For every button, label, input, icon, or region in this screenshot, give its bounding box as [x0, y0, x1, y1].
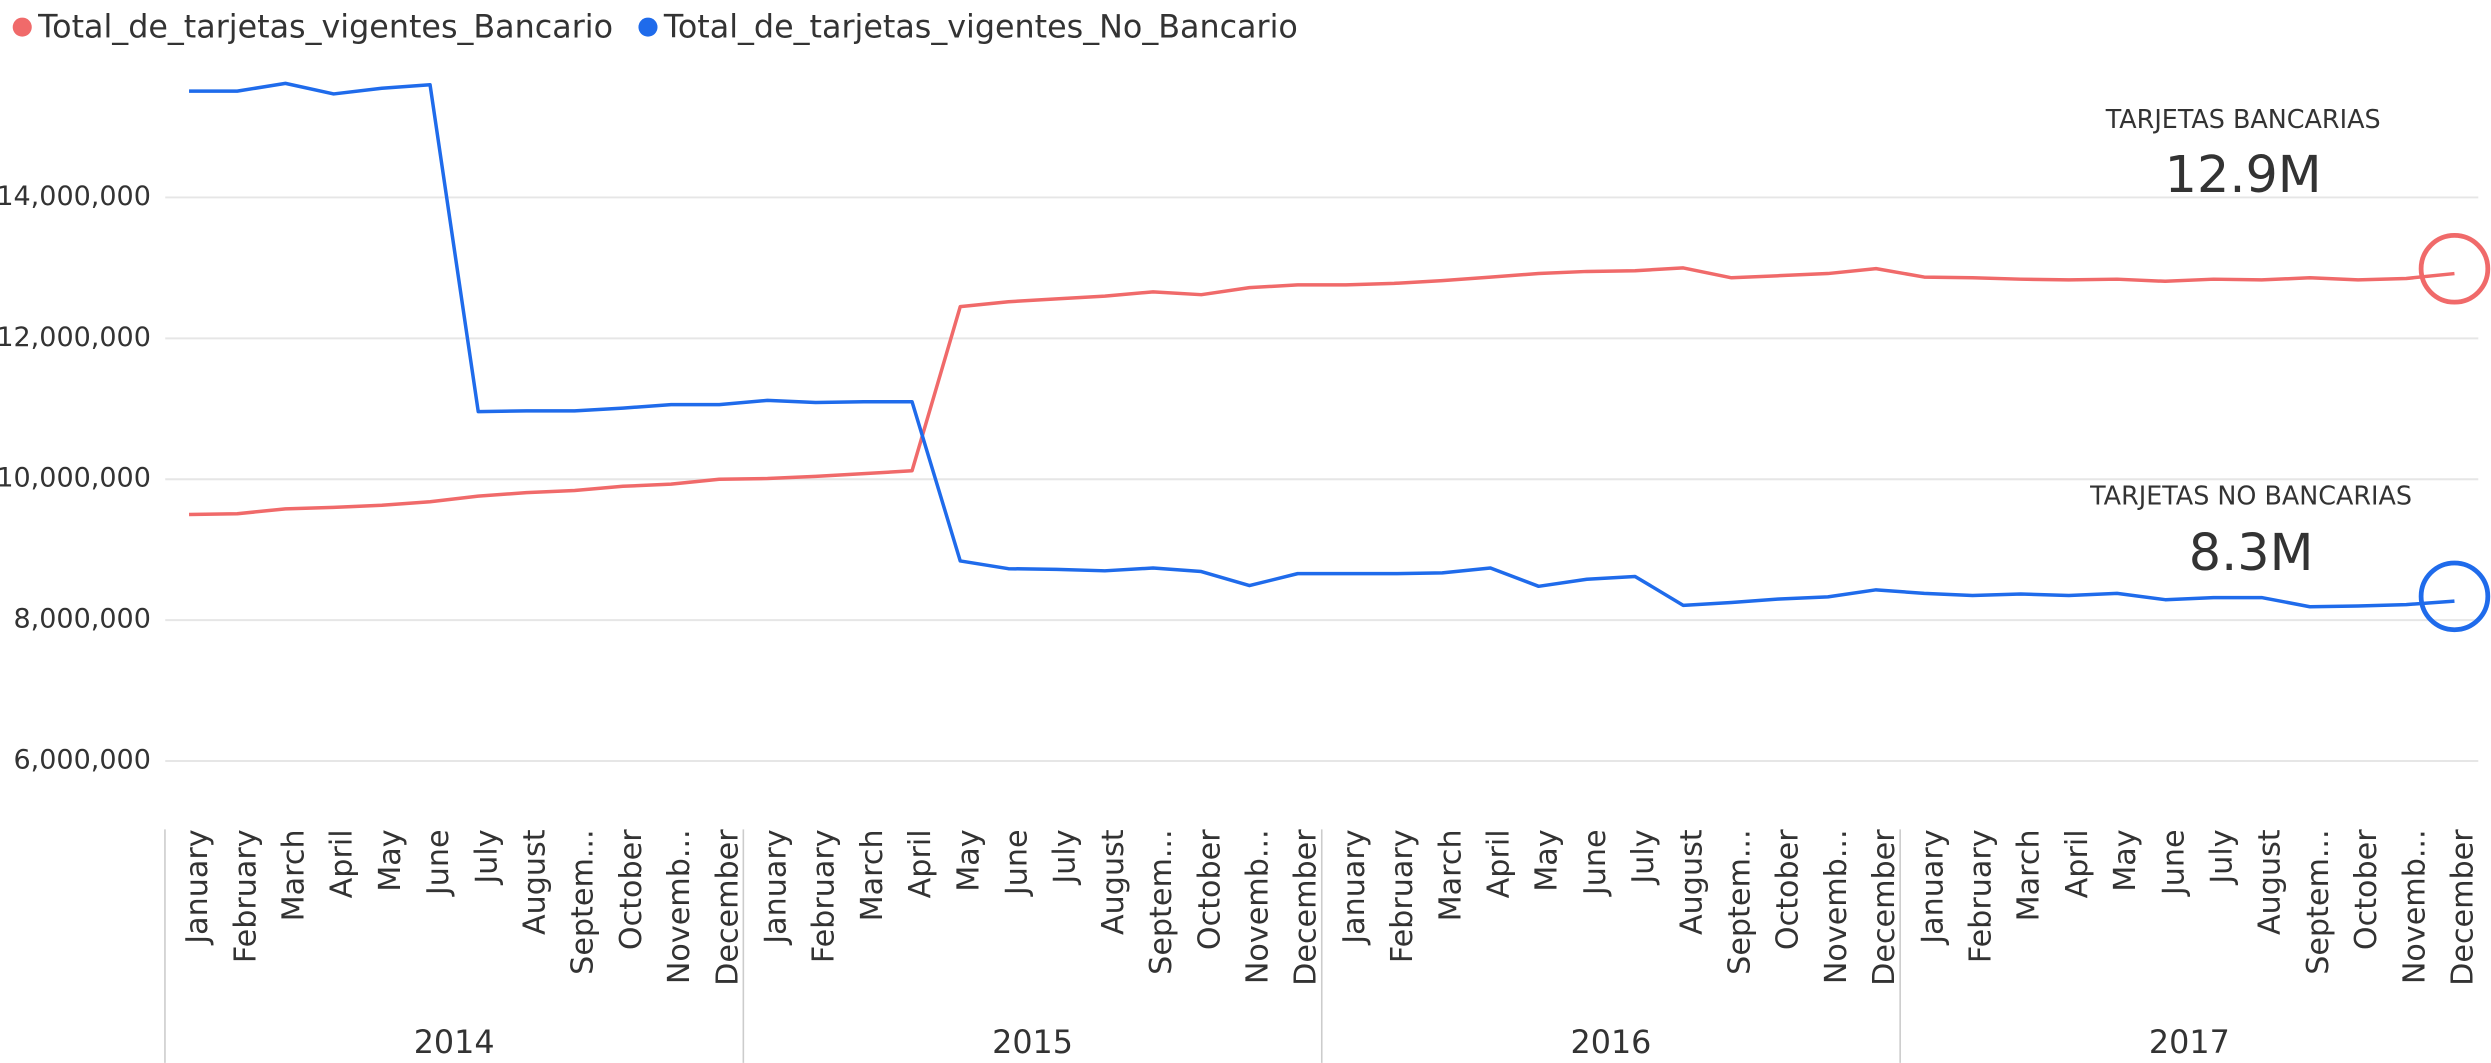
x-tick-label: August [1674, 829, 1709, 935]
x-tick-label: October [1192, 829, 1227, 950]
x-tick-label: January [180, 829, 215, 945]
x-tick-label: December [710, 829, 745, 986]
x-tick-label: March [2012, 829, 2047, 921]
x-tick-label: June [2156, 829, 2191, 897]
x-tick-label: January [1337, 829, 1372, 945]
x-tick-label: July [469, 829, 504, 885]
x-tick-label: Novemb... [1819, 829, 1854, 984]
x-tick-label: February [1385, 829, 1420, 963]
x-tick-label: April [903, 829, 938, 898]
x-tick-label: August [2253, 829, 2288, 935]
legend-label: Total_de_tarjetas_vigentes_No_Bancario [663, 10, 1298, 46]
annotation-label: TARJETAS NO BANCARIAS [2089, 480, 2412, 510]
x-tick-label: Septem... [566, 829, 601, 974]
x-tick-label: August [517, 829, 552, 935]
x-tick-label: May [1530, 829, 1565, 891]
x-tick-label: Septem... [1722, 829, 1757, 974]
year-label: 2016 [1571, 1025, 1652, 1061]
y-tick-label: 10,000,000 [0, 463, 151, 494]
y-tick-label: 14,000,000 [0, 181, 151, 212]
x-tick-label: Novemb... [2397, 829, 2432, 984]
x-tick-label: June [1578, 829, 1613, 897]
annotation-value: 8.3M [2189, 523, 2314, 582]
x-tick-label: February [228, 829, 263, 963]
x-tick-label: January [1915, 829, 1950, 945]
y-tick-label: 12,000,000 [0, 322, 151, 353]
x-tick-label: April [325, 829, 360, 898]
plot: 6,000,000 8,000,000 10,000,000 12,000,000 14… [0, 10, 2491, 1063]
x-tick-label: May [951, 829, 986, 891]
x-tick-label: Novemb... [662, 829, 697, 984]
end-highlight [2418, 560, 2491, 633]
annotation-label: TARJETAS BANCARIAS [2105, 104, 2381, 134]
x-tick-label: March [855, 829, 890, 921]
x-tick-label: March [276, 829, 311, 921]
x-tick-label: May [373, 829, 408, 891]
x-tick-label: June [999, 829, 1034, 897]
x-tick-label: January [758, 829, 793, 945]
x-tick-label: July [1626, 829, 1661, 885]
x-tick-label: April [1481, 829, 1516, 898]
x-tick-label: October [614, 829, 649, 950]
x-tick-label: Septem... [2301, 829, 2336, 974]
x-tick-label: October [2349, 829, 2384, 950]
y-tick-label: 6,000,000 [13, 744, 150, 775]
x-tick-label: February [807, 829, 842, 963]
end-highlight [2418, 233, 2491, 305]
x-tick-label: Novemb... [1240, 829, 1275, 984]
legend-marker [638, 17, 658, 37]
y-tick-label: 8,000,000 [13, 604, 150, 635]
x-tick-label: May [2108, 829, 2143, 891]
legend-label: Total_de_tarjetas_vigentes_Bancario [37, 10, 613, 46]
x-tick-label: December [2445, 829, 2480, 986]
year-label: 2014 [414, 1025, 495, 1061]
series-line [189, 81, 2455, 609]
x-tick-label: March [1433, 829, 1468, 921]
x-tick-label: August [1096, 829, 1131, 935]
series-line [189, 266, 2455, 517]
year-label: 2015 [992, 1025, 1073, 1061]
year-label: 2017 [2149, 1025, 2230, 1061]
x-tick-label: April [2060, 829, 2095, 898]
x-tick-label: July [2204, 829, 2239, 885]
annotation-value: 12.9M [2165, 145, 2322, 204]
x-tick-label: December [1867, 829, 1902, 986]
legend-marker [12, 17, 32, 37]
x-tick-label: July [1048, 829, 1083, 885]
x-tick-label: June [421, 829, 456, 897]
x-tick-label: Septem... [1144, 829, 1179, 974]
x-tick-label: February [1963, 829, 1998, 963]
x-tick-label: December [1289, 829, 1324, 986]
x-tick-label: October [1771, 829, 1806, 950]
